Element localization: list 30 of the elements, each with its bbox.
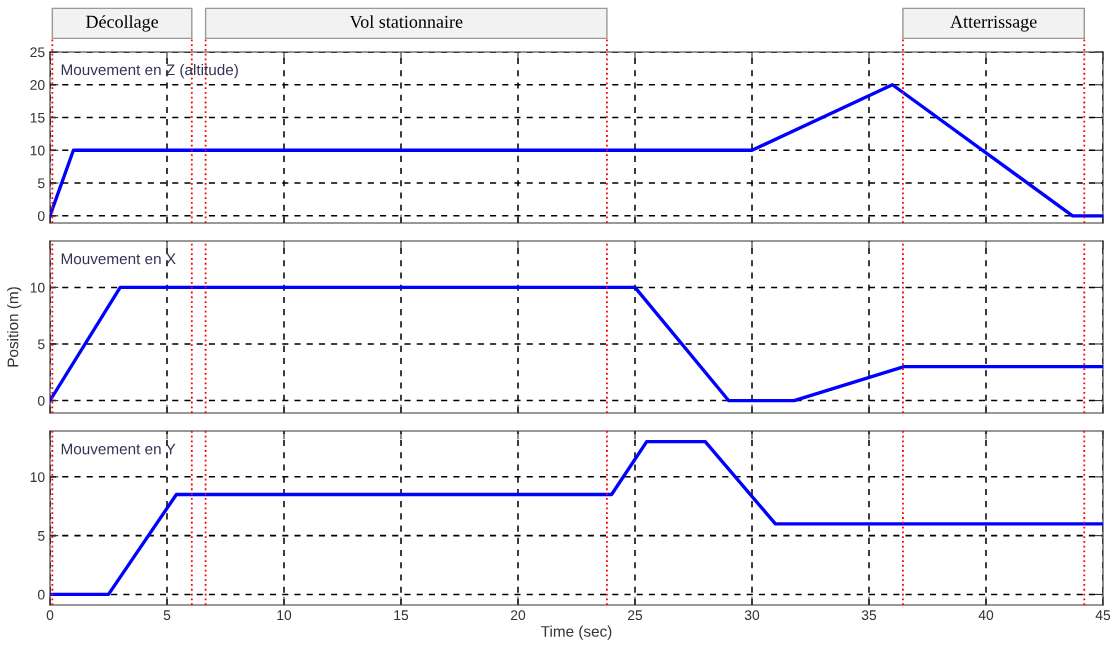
text: Mouvement en Z (altitude)	[61, 63, 238, 79]
y-tick-label: 20	[30, 80, 45, 90]
y-tick-label: 0	[37, 211, 45, 221]
text: Mouvement en X	[61, 253, 176, 265]
y-tick-label: 10	[30, 282, 45, 293]
y-axis-title: Position (m)	[7, 287, 22, 367]
y-tick-label: 5	[37, 178, 45, 189]
y-tick-label: 5	[37, 339, 45, 350]
y-tick-label: 0	[37, 589, 45, 600]
text: Mouvement en Y	[61, 443, 176, 455]
x-tick-label: 35	[861, 610, 877, 621]
text: Atterrissage	[950, 15, 1037, 32]
x-tick-label: 30	[744, 610, 760, 621]
text: Vol stationnaire	[349, 15, 463, 28]
x-tick-label: 10	[277, 610, 292, 621]
x-tick-label: 0	[46, 610, 54, 621]
text: Décollage	[86, 15, 159, 32]
y-tick-label: 5	[37, 531, 45, 541]
y-tick-label: 10	[30, 145, 45, 156]
x-axis-title: Time (sec)	[541, 625, 612, 640]
y-tick-label: 0	[37, 395, 45, 406]
x-tick-label: 5	[163, 610, 171, 621]
y-tick-label: 25	[30, 47, 45, 58]
x-tick-label: 25	[627, 610, 643, 621]
x-tick-label: 20	[510, 610, 526, 621]
y-tick-label: 10	[30, 472, 45, 483]
x-tick-label: 15	[394, 610, 409, 621]
y-tick-label: 15	[30, 112, 45, 123]
x-tick-label: 45	[1095, 610, 1111, 621]
x-tick-label: 40	[978, 610, 994, 621]
